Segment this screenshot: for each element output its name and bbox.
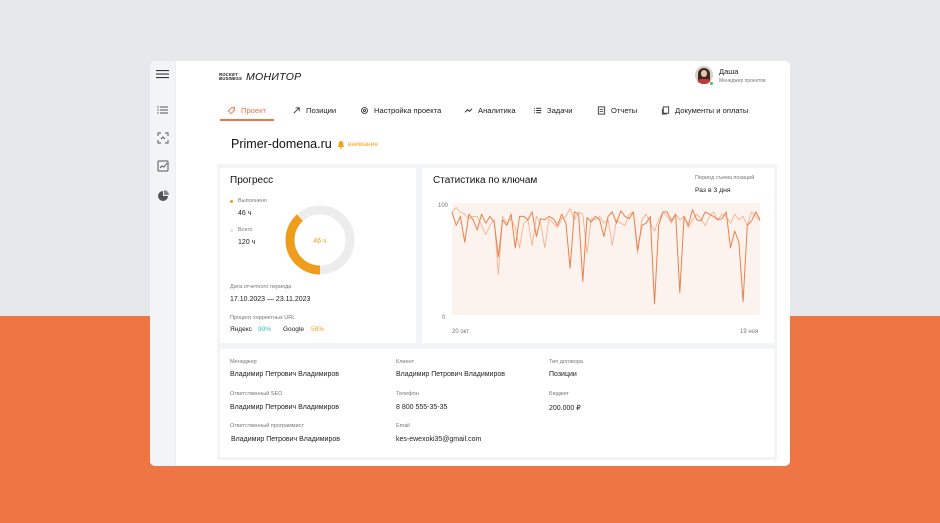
series-line-secondary bbox=[451, 207, 761, 276]
contract-type-value: Позиции bbox=[549, 371, 577, 378]
x-tick-label: 20 окт bbox=[452, 329, 469, 335]
attention-badge[interactable]: внимание bbox=[337, 140, 378, 149]
report-icon bbox=[597, 105, 606, 115]
online-status-dot bbox=[709, 81, 714, 86]
tab-analytics[interactable]: Аналитика bbox=[464, 101, 516, 119]
total-label: Всего bbox=[238, 227, 253, 233]
tab-label: Документы и оплаты bbox=[675, 105, 749, 115]
client-value: Владимир Петрович Владимиров bbox=[396, 371, 505, 378]
donut-progress-arc bbox=[285, 205, 355, 275]
google-percent: 58% bbox=[311, 326, 325, 333]
scan-icon[interactable] bbox=[156, 131, 170, 145]
done-legend-dot bbox=[230, 200, 233, 203]
active-tab-indicator bbox=[220, 119, 274, 121]
phone-value[interactable]: 8 800 555-35-35 bbox=[396, 404, 448, 411]
period-label: Дата отчетного периода bbox=[230, 284, 292, 290]
trend-icon bbox=[464, 107, 473, 113]
attention-label: внимание bbox=[348, 141, 379, 148]
progress-title: Прогресс bbox=[230, 175, 274, 186]
done-label: Выполнено bbox=[238, 198, 267, 204]
tab-project[interactable]: Проект bbox=[227, 101, 266, 119]
sidebar bbox=[150, 61, 176, 466]
progress-donut: 46 ч bbox=[285, 205, 355, 275]
budget-value: 200.000 ₽ bbox=[549, 405, 581, 412]
tag-icon bbox=[227, 106, 236, 114]
tab-positions[interactable]: Позиции bbox=[292, 101, 336, 119]
y-tick-label: 0 bbox=[442, 315, 446, 321]
app-logo[interactable]: ROCKET BUSINESS МОНИТОР bbox=[219, 71, 301, 83]
yandex-label: Яндекс bbox=[230, 326, 252, 333]
budget-label: Бюджет bbox=[549, 391, 569, 397]
tab-label: Настройка проекта bbox=[374, 105, 442, 115]
tab-label: Проект bbox=[241, 105, 267, 115]
user-name: Даша bbox=[719, 66, 739, 76]
email-label: Email bbox=[396, 423, 410, 429]
contract-type-label: Тип договора bbox=[549, 359, 583, 365]
manager-label: Менеджер bbox=[230, 359, 257, 365]
url-percent-label: Процент корректных URL bbox=[230, 315, 296, 321]
logo-text: МОНИТОР bbox=[246, 71, 302, 83]
pie-icon[interactable] bbox=[156, 189, 170, 203]
x-tick-label: 19 ноя bbox=[740, 329, 758, 335]
done-value: 46 ч bbox=[238, 210, 252, 217]
project-details-card: Менеджер Владимир Петрович Владимиров От… bbox=[220, 349, 774, 457]
stats-title: Статистика по ключам bbox=[433, 175, 538, 186]
tab-label: Задачи bbox=[547, 105, 573, 115]
series-line-primary bbox=[451, 209, 761, 305]
tab-reports[interactable]: Отчеты bbox=[597, 101, 637, 119]
list-icon[interactable] bbox=[156, 103, 170, 117]
email-value[interactable]: kes-ewexoki35@gmail.com bbox=[396, 436, 482, 443]
keyword-stats-card: Статистика по ключам Период съема позици… bbox=[422, 168, 774, 343]
donut-center-label: 46 ч bbox=[313, 238, 327, 245]
documents-icon bbox=[661, 105, 670, 115]
total-legend-dot bbox=[230, 229, 233, 232]
phone-label: Телефон bbox=[396, 391, 419, 397]
tab-label: Аналитика bbox=[478, 105, 516, 115]
tab-documents-payments[interactable]: Документы и оплаты bbox=[661, 101, 748, 119]
period-value: 17.10.2023 — 23.11.2023 bbox=[230, 296, 311, 303]
tab-tasks[interactable]: Задачи bbox=[533, 101, 573, 119]
project-domain-title: Primer-domena.ru bbox=[231, 137, 332, 151]
period-collect-label: Период съема позиций bbox=[695, 175, 755, 181]
gear-icon bbox=[361, 106, 368, 114]
dev-value: Владимир Петрович Владимиров bbox=[231, 436, 340, 443]
seo-label: Ответственный SEO bbox=[230, 391, 283, 397]
y-tick-label: 100 bbox=[438, 203, 449, 209]
avatar[interactable] bbox=[695, 66, 713, 84]
progress-card: Прогресс Выполнено 46 ч Всего 120 ч 46 ч… bbox=[220, 168, 416, 343]
edit-chart-icon[interactable] bbox=[156, 159, 170, 173]
user-role: Менеджер проектов bbox=[719, 77, 766, 84]
tab-label: Отчеты bbox=[611, 105, 638, 115]
tab-project-settings[interactable]: Настройка проекта bbox=[360, 101, 441, 119]
tab-label: Позиции bbox=[306, 105, 337, 115]
seo-value: Владимир Петрович Владимиров bbox=[230, 404, 339, 411]
chart-plot-area bbox=[452, 203, 760, 315]
arrow-up-right-icon bbox=[293, 106, 300, 114]
total-value: 120 ч bbox=[238, 239, 256, 246]
hamburger-icon[interactable] bbox=[156, 69, 170, 79]
period-collect-value[interactable]: Раз в 3 дня bbox=[695, 187, 731, 194]
tasks-icon bbox=[533, 107, 542, 113]
google-label: Google bbox=[283, 326, 304, 333]
client-label: Клиент bbox=[396, 359, 415, 365]
bell-icon bbox=[337, 141, 345, 149]
yandex-percent: 90% bbox=[258, 326, 272, 333]
user-profile[interactable]: Даша Менеджер проектов bbox=[695, 66, 766, 84]
dev-label: Ответственный программист bbox=[230, 423, 304, 429]
content-area: Прогресс Выполнено 46 ч Всего 120 ч 46 ч… bbox=[217, 164, 777, 460]
app-window: ROCKET BUSINESS МОНИТОР Даша Менеджер про… bbox=[150, 61, 790, 466]
keyword-line-chart: 100 0 20 окт 19 ноя bbox=[438, 203, 761, 335]
logo-mark: ROCKET BUSINESS bbox=[219, 71, 243, 81]
manager-value: Владимир Петрович Владимиров bbox=[230, 371, 339, 378]
